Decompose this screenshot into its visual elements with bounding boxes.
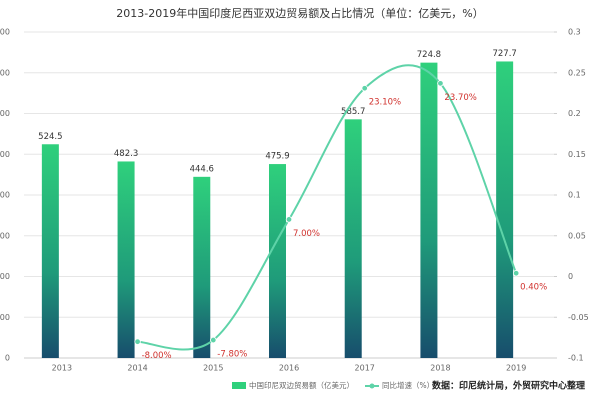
y2-tick-label: 0.25: [568, 68, 586, 77]
x-tick-label: 2017: [355, 364, 375, 373]
line-point: [512, 270, 520, 277]
line-point: [285, 216, 293, 223]
y-tick-label: 700: [0, 68, 10, 77]
x-tick-label: 2016: [279, 364, 299, 373]
y-tick-label: 600: [0, 109, 10, 118]
bar-label: 524.5: [38, 132, 62, 142]
x-tick-label: 2019: [506, 364, 526, 373]
y2-tick-label: 0.05: [568, 231, 586, 240]
bar: [420, 62, 438, 358]
line-point: [361, 85, 368, 92]
y2-tick-label: 0.3: [568, 28, 581, 37]
y-tick-label: 0: [5, 354, 10, 363]
y2-tick-label: 0.2: [568, 109, 581, 118]
legend-swatch: [232, 382, 246, 389]
point-label: -7.80%: [217, 350, 247, 360]
point-label: 7.00%: [293, 229, 320, 239]
line-point: [210, 336, 217, 344]
y-tick-label: 100: [0, 313, 10, 322]
line-point: [134, 338, 141, 345]
point-label: 0.40%: [520, 283, 547, 293]
x-tick-label: 2015: [203, 364, 223, 373]
bar-label: 727.7: [492, 49, 516, 59]
point-label: 23.10%: [369, 98, 401, 108]
y-tick-label: 300: [0, 231, 10, 240]
bar-label: 482.3: [114, 149, 138, 159]
chart-title: 2013-2019年中国印度尼西亚双边贸易额及占比情况（单位：亿美元，%）: [116, 6, 483, 20]
y2-tick-label: 0: [568, 272, 573, 281]
bar: [496, 61, 514, 358]
point-label: -8.00%: [142, 351, 172, 361]
y-tick-label: 200: [0, 272, 10, 281]
y2-tick-label: -0.1: [568, 354, 584, 363]
bar: [117, 161, 135, 358]
legend-label: 同比增速（%）: [382, 380, 434, 390]
bar: [344, 119, 362, 359]
y-tick-label: 800: [0, 28, 10, 37]
bar-label: 444.6: [190, 164, 214, 174]
bar: [193, 176, 211, 358]
bar-label: 585.7: [341, 107, 365, 117]
x-tick-label: 2014: [127, 364, 147, 373]
legend-swatch: [369, 383, 375, 389]
bar: [269, 164, 286, 358]
x-tick-label: 2018: [430, 364, 450, 373]
y2-tick-label: 0.15: [568, 150, 586, 159]
y-tick-label: 400: [0, 191, 10, 200]
point-label: 23.70%: [444, 93, 476, 103]
y2-tick-label: 0.1: [568, 191, 581, 200]
line-point: [437, 80, 444, 87]
bar: [41, 144, 59, 358]
x-tick-label: 2013: [52, 364, 72, 373]
y-tick-label: 500: [0, 150, 10, 159]
y2-tick-label: -0.05: [568, 313, 589, 322]
legend-label: 中国印尼双边贸易额（亿美元）: [249, 380, 354, 390]
source: 数据：印尼统计局，外贸研究中心整理: [432, 380, 585, 392]
bar-label: 475.9: [265, 152, 289, 162]
bar-label: 724.8: [417, 50, 441, 60]
